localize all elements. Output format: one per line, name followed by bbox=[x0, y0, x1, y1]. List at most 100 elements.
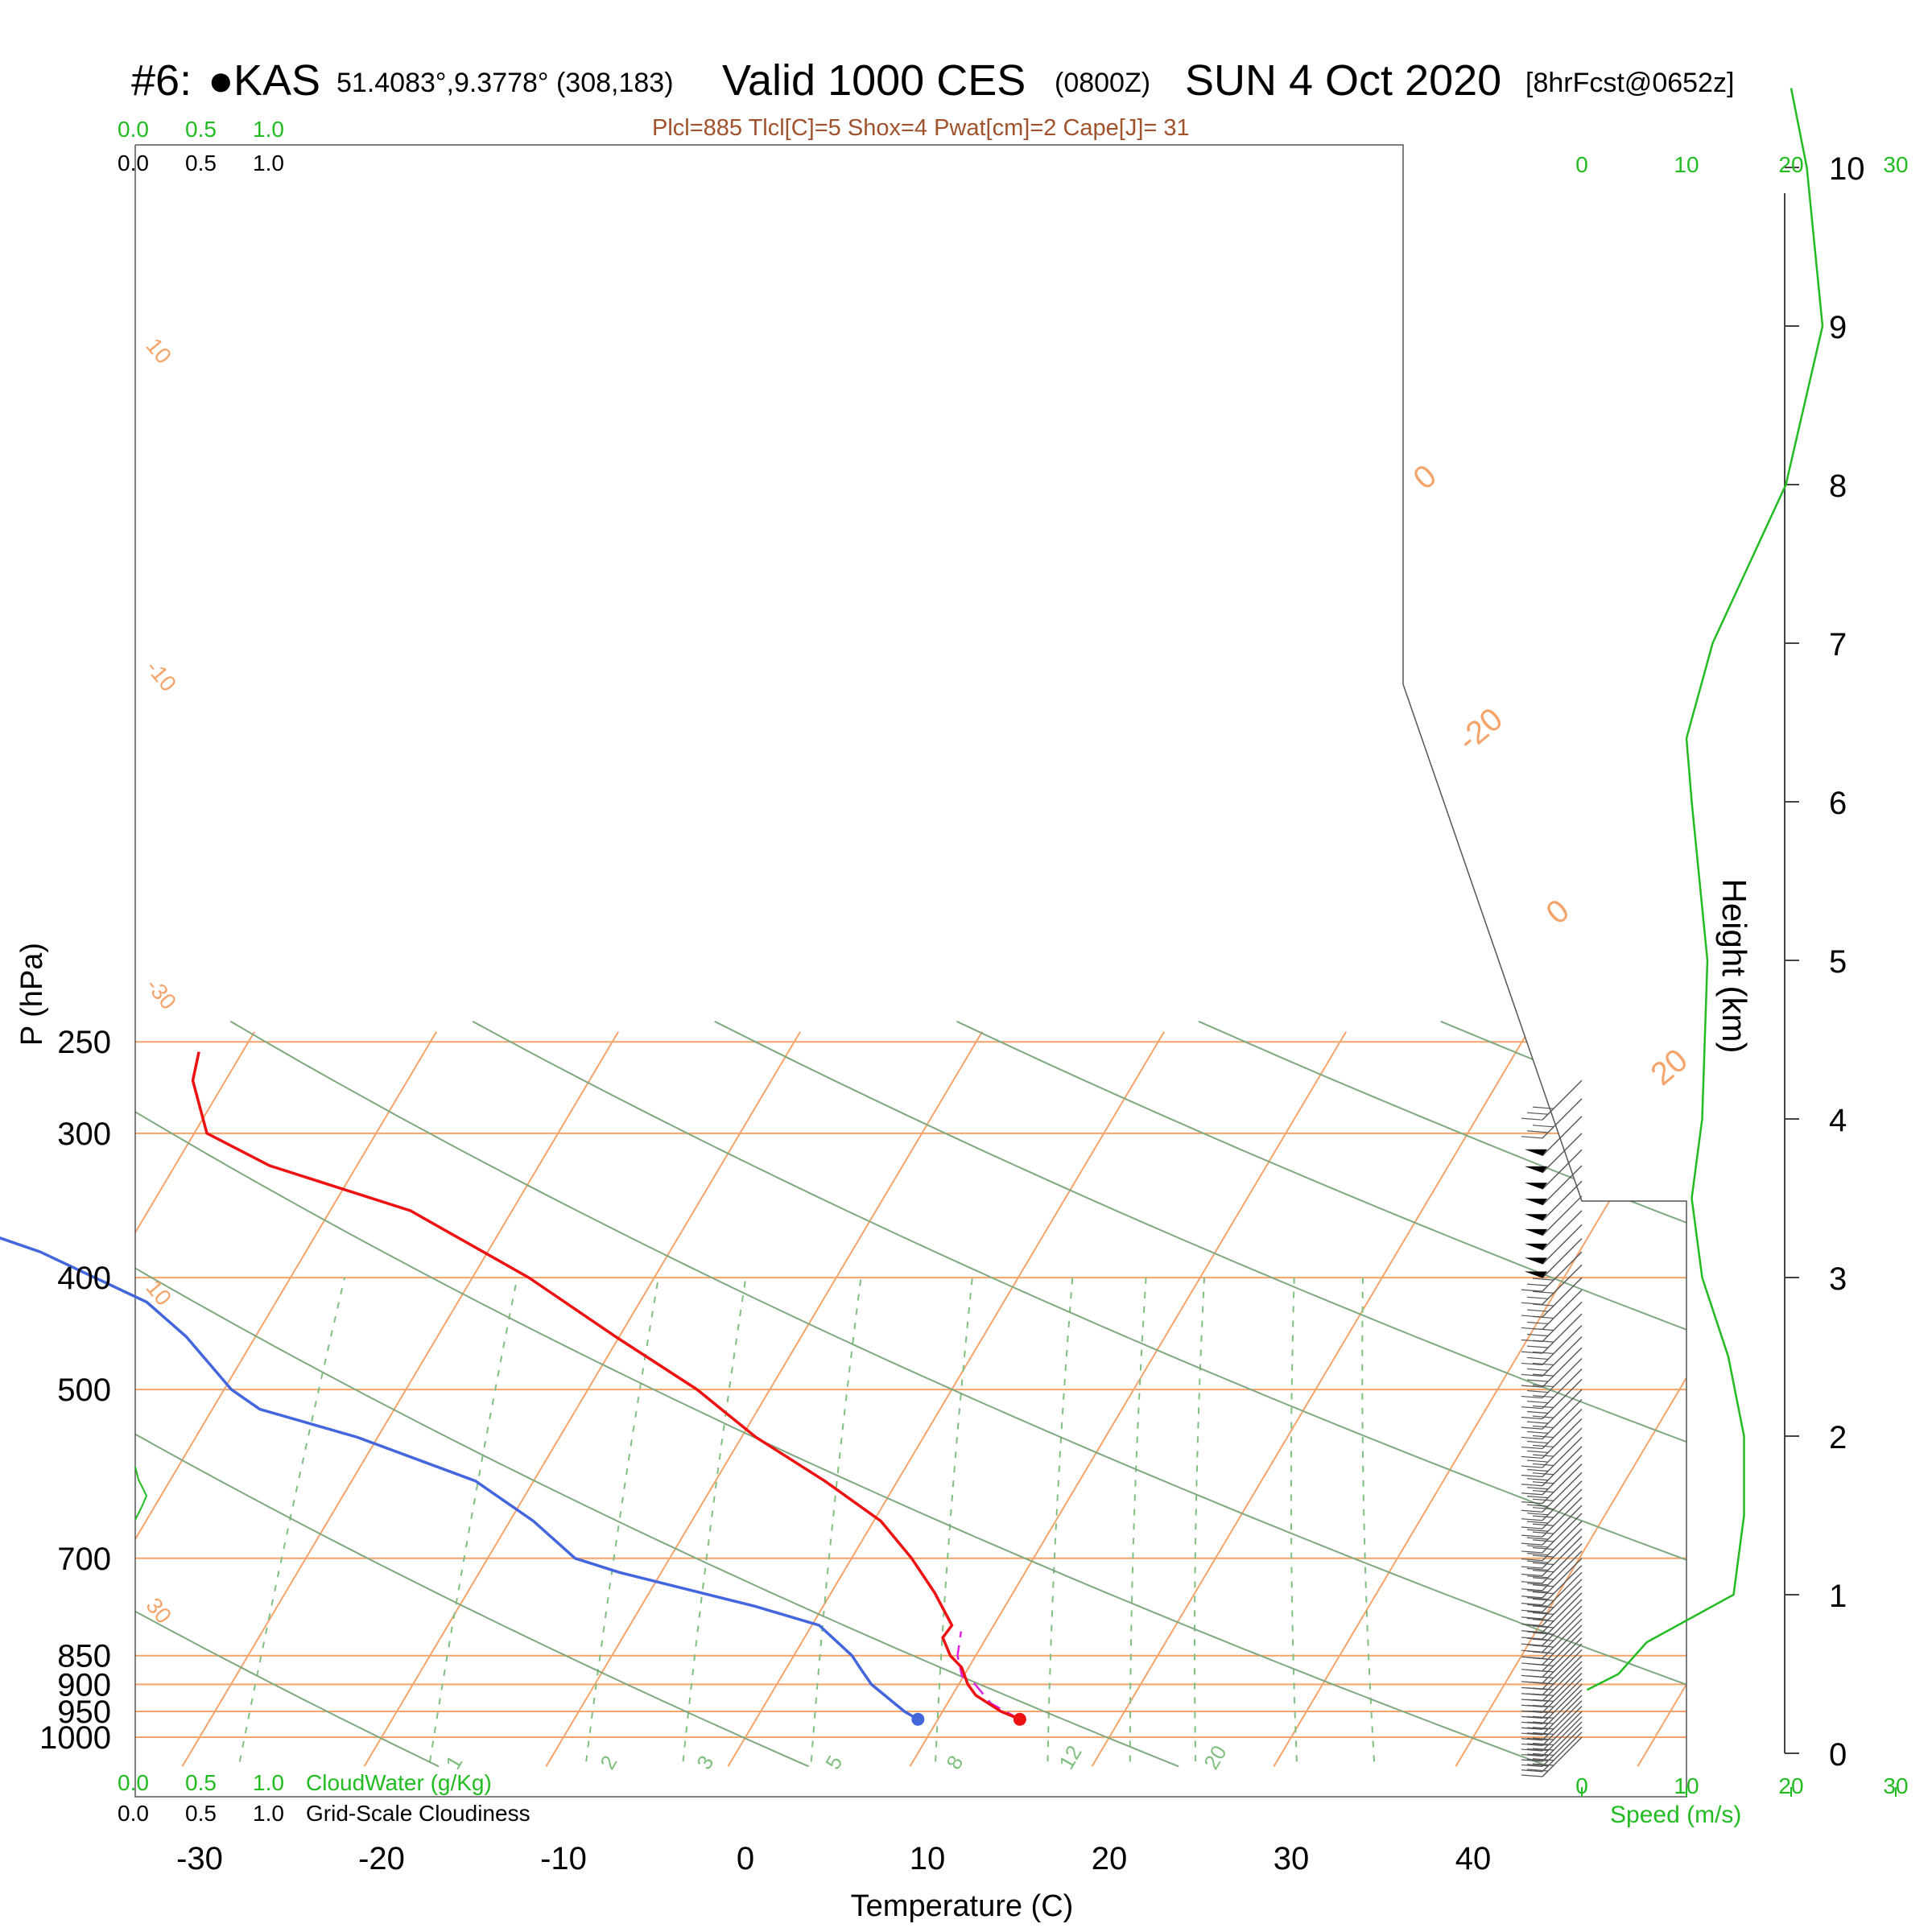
isotherm-labels: 10 0 -10 -20 -30 0 10 20 30 bbox=[141, 333, 1694, 1629]
wind-barb-feather bbox=[1521, 1753, 1543, 1757]
wind-barb-feather bbox=[1526, 1624, 1549, 1628]
plot-area bbox=[135, 1020, 1932, 1768]
isotherm-label: 0 bbox=[1407, 458, 1443, 497]
dewpoint-line bbox=[0, 1236, 919, 1721]
wind-barb bbox=[1542, 1149, 1583, 1190]
wind-barb-feather bbox=[1526, 1583, 1549, 1586]
wind-barb-feather bbox=[1521, 1426, 1543, 1430]
wind-barb-feather bbox=[1526, 1513, 1549, 1516]
wind-barb bbox=[1542, 1550, 1583, 1591]
height-axis: 0 1 2 3 4 5 6 7 8 9 10 bbox=[1784, 151, 1865, 1773]
wind-barb-feather bbox=[1526, 1617, 1549, 1620]
wind-barb-feather bbox=[1532, 1632, 1554, 1635]
wind-barb-feather bbox=[1532, 1507, 1554, 1510]
mixing-ratio-label: 12 bbox=[1054, 1741, 1086, 1773]
isotherm-line bbox=[135, 1031, 437, 1767]
wind-barb-feather bbox=[1521, 1509, 1543, 1513]
wind-barb-feather bbox=[1521, 1637, 1543, 1640]
dry-adiabat-line bbox=[135, 1020, 1179, 1768]
wind-barb-feather bbox=[1521, 1649, 1543, 1653]
isotherm-label: -30 bbox=[141, 973, 181, 1014]
cloud-scale-top: 0.0 0.5 1.0 0.0 0.5 1.0 bbox=[118, 117, 284, 175]
wind-barb-feather bbox=[1521, 1550, 1543, 1554]
cloud-bottom-green-1: 0.5 bbox=[185, 1770, 217, 1795]
wind-barb-feather bbox=[1521, 1693, 1543, 1696]
valid-time: Valid 1000 CES bbox=[722, 56, 1026, 105]
height-tick-label: 8 bbox=[1829, 469, 1847, 504]
mixing-ratio-line bbox=[935, 1277, 973, 1762]
wind-barb bbox=[1542, 1579, 1583, 1620]
wind-barb bbox=[1542, 1683, 1583, 1724]
height-tick-label: 7 bbox=[1829, 627, 1847, 663]
wind-barb-feather bbox=[1521, 1395, 1543, 1399]
wind-barb-feather bbox=[1521, 1339, 1543, 1343]
wind-barb bbox=[1542, 1700, 1583, 1741]
wind-barb-feather bbox=[1521, 1117, 1543, 1121]
pressure-tick-label: 950 bbox=[57, 1695, 111, 1730]
cloud-bottom-green-2: 1.0 bbox=[253, 1770, 284, 1795]
wind-barb-feather bbox=[1521, 1373, 1543, 1377]
wind-barb-feather bbox=[1526, 1597, 1549, 1600]
wind-barb-feather bbox=[1526, 1590, 1549, 1593]
wind-barb-feather bbox=[1521, 1769, 1543, 1773]
wind-barb bbox=[1542, 1488, 1583, 1530]
wind-barb-feather bbox=[1526, 1487, 1549, 1490]
wind-barb bbox=[1542, 1195, 1583, 1236]
station-id: #6: bbox=[131, 56, 192, 105]
wind-barb-feather bbox=[1526, 1430, 1549, 1435]
mixing-ratio-line bbox=[810, 1277, 862, 1762]
height-tick-label: 2 bbox=[1829, 1420, 1847, 1455]
cloud-bottom-black-1: 0.5 bbox=[185, 1801, 217, 1826]
wind-barb-feather bbox=[1532, 1598, 1554, 1601]
wind-barb-feather bbox=[1532, 1591, 1554, 1595]
wind-barb-feather bbox=[1526, 1468, 1549, 1472]
wind-barb bbox=[1542, 1618, 1583, 1659]
wind-barb-feather bbox=[1532, 1752, 1554, 1757]
wind-barb-feather bbox=[1521, 1484, 1543, 1487]
wind-barb-feather bbox=[1532, 1546, 1554, 1550]
wind-barb-feather bbox=[1526, 1379, 1549, 1382]
sounding-stats: Plcl=885 Tlcl[C]=5 Shox=4 Pwat[cm]=2 Cap… bbox=[652, 115, 1190, 141]
wind-barb-feather bbox=[1526, 1321, 1549, 1325]
cloud-water-line bbox=[134, 1466, 148, 1521]
wind-barb-flag bbox=[1525, 1243, 1547, 1250]
pressure-tick-label: 250 bbox=[57, 1025, 111, 1060]
wind-barb-feather bbox=[1521, 1662, 1543, 1666]
mixing-ratio-line bbox=[238, 1277, 346, 1762]
x-tick-label: -30 bbox=[176, 1841, 223, 1876]
isotherm-line bbox=[1455, 1031, 1686, 1767]
wind-barb-feather bbox=[1526, 1567, 1549, 1571]
wind-barb-feather bbox=[1526, 1368, 1549, 1372]
isotherm-label: 0 bbox=[1540, 893, 1576, 931]
speed-axis-label: Speed (m/s) bbox=[1610, 1802, 1741, 1828]
height-tick-label: 3 bbox=[1829, 1261, 1847, 1297]
wind-barb-feather bbox=[1526, 1459, 1549, 1463]
wind-barb-feather bbox=[1532, 1435, 1554, 1439]
wind-barb bbox=[1542, 1289, 1583, 1330]
wind-barb-feather bbox=[1532, 1463, 1554, 1467]
wind-barb bbox=[1542, 1251, 1583, 1292]
wind-barb-feather bbox=[1521, 1674, 1543, 1678]
x-axis-label: Temperature (C) bbox=[851, 1889, 1074, 1923]
wind-barb-feather bbox=[1526, 1504, 1549, 1507]
wind-barb-feather bbox=[1521, 1327, 1543, 1331]
wind-barb bbox=[1542, 1418, 1583, 1459]
speed-tick-top: 30 bbox=[1883, 152, 1908, 177]
isotherm-line bbox=[1819, 1032, 1932, 1767]
wind-barb-feather bbox=[1532, 1531, 1554, 1534]
wind-barb bbox=[1542, 1398, 1583, 1439]
wind-barb bbox=[1542, 1585, 1583, 1626]
wind-barb-feather bbox=[1521, 1518, 1543, 1521]
mixing-ratio-line bbox=[1194, 1278, 1205, 1762]
isotherm-line bbox=[181, 1031, 619, 1767]
wind-barb bbox=[1542, 1678, 1583, 1719]
wind-barb-feather bbox=[1532, 1454, 1554, 1457]
wind-barb bbox=[1542, 1558, 1583, 1599]
wind-barb-flag bbox=[1525, 1214, 1547, 1221]
wind-barb-feather bbox=[1532, 1125, 1554, 1128]
wind-barb-feather bbox=[1521, 1573, 1543, 1577]
wind-barb bbox=[1542, 1264, 1583, 1305]
wind-barb bbox=[1542, 1672, 1583, 1713]
parcel-trace-line bbox=[956, 1631, 1021, 1720]
wind-barb bbox=[1542, 1612, 1583, 1653]
